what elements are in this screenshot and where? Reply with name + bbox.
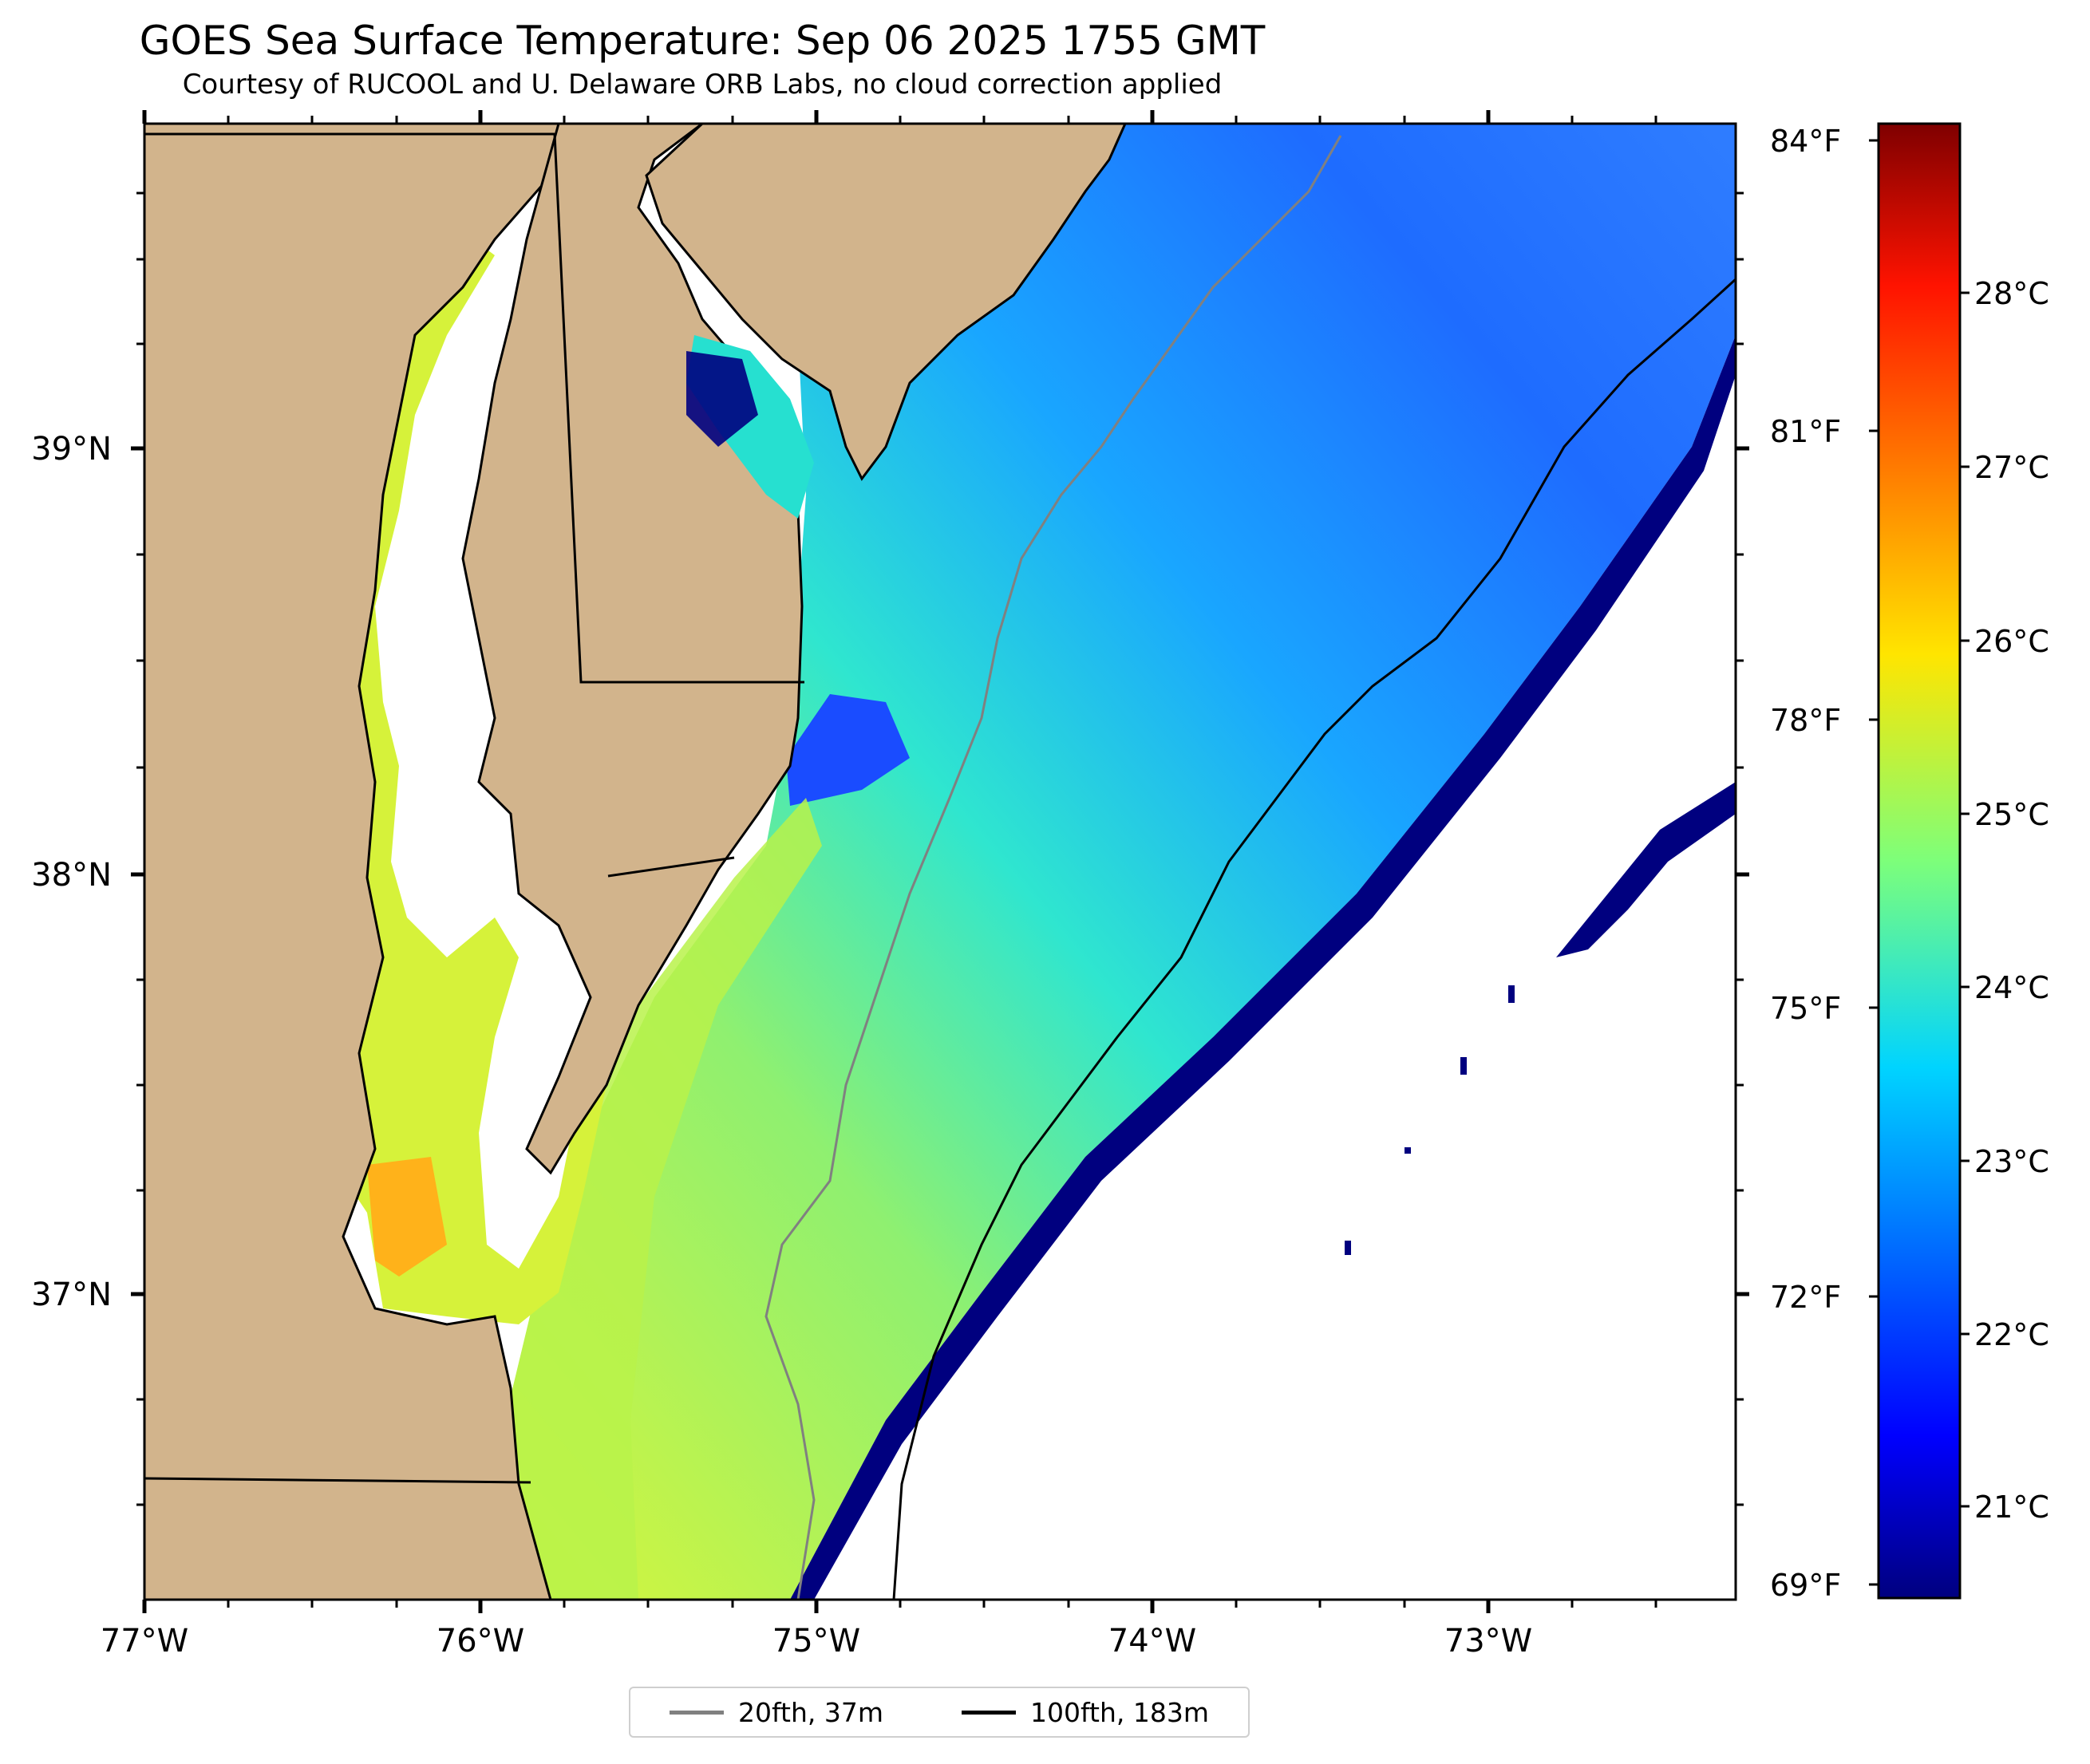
x-tick-label: 73°W <box>1444 1623 1532 1659</box>
isobath-100fth <box>892 278 1736 1600</box>
sst-field <box>511 124 1736 1600</box>
map-frame <box>143 122 1737 1601</box>
colorbar-c-label: 23°C <box>1974 1144 2049 1179</box>
colorbar <box>1877 122 1962 1600</box>
colorbar-c-ticks <box>1960 291 1969 1508</box>
y-minor-ticks <box>136 191 1744 1506</box>
y-tick-label: 39°N <box>31 431 112 468</box>
x-minor-ticks <box>227 116 1657 1608</box>
legend-label: 100fth, 183m <box>1030 1696 1209 1728</box>
state-boundary-de-md <box>553 133 804 684</box>
land-west <box>144 124 560 1600</box>
y-tick-label: 38°N <box>31 857 112 894</box>
legend-swatch-black <box>962 1710 1016 1715</box>
colorbar-c-label: 28°C <box>1974 276 2049 311</box>
map-panel <box>144 124 1736 1600</box>
legend-swatch-gray <box>670 1710 724 1715</box>
x-axis <box>142 110 1491 1613</box>
cloud-edge-speck <box>1345 1241 1351 1255</box>
colorbar-c-label: 24°C <box>1974 970 2049 1005</box>
state-boundary-va-nc <box>144 1477 531 1484</box>
cloud-edge-band <box>790 335 1736 1600</box>
y-tick-label: 37°N <box>31 1277 112 1313</box>
x-tick-label: 76°W <box>437 1623 524 1659</box>
colorbar-f-label: 75°F <box>1770 991 1841 1026</box>
colorbar-c-label: 21°C <box>1974 1490 2049 1525</box>
colorbar-c-label: 26°C <box>1974 624 2049 659</box>
isobath-legend: 20fth, 37m 100fth, 183m <box>629 1687 1250 1738</box>
y-axis <box>131 446 1749 1296</box>
x-tick-label: 75°W <box>772 1623 860 1659</box>
nearshore-warm <box>511 798 822 1600</box>
colorbar-f-ticks <box>1869 139 1879 1586</box>
isobath-20fth <box>764 135 1342 1600</box>
legend-label: 20fth, 37m <box>738 1696 883 1728</box>
colorbar-f-label: 81°F <box>1770 414 1841 449</box>
legend-item-100fth: 100fth, 183m <box>962 1697 1209 1728</box>
land-new-jersey <box>645 124 1127 481</box>
state-boundary-md-va <box>607 856 735 878</box>
chart-title: GOES Sea Surface Temperature: Sep 06 202… <box>139 18 1266 64</box>
colorbar-f-label: 78°F <box>1770 703 1841 738</box>
colorbar-c-label: 25°C <box>1974 797 2049 832</box>
delaware-bay-cool <box>686 351 758 447</box>
legend-item-20fth: 20fth, 37m <box>670 1697 883 1728</box>
x-tick-label: 74°W <box>1108 1623 1196 1659</box>
colorbar-c-label: 27°C <box>1974 450 2049 485</box>
bay-hot-spot <box>367 1157 447 1277</box>
colorbar-c-label: 22°C <box>1974 1317 2049 1352</box>
cloud-edge-patch <box>1556 782 1736 957</box>
x-tick-label: 77°W <box>101 1623 188 1659</box>
colorbar-f-label: 69°F <box>1770 1568 1841 1603</box>
cloud-edge-speck <box>1405 1147 1411 1154</box>
colorbar-f-label: 72°F <box>1770 1280 1841 1315</box>
cloud-edge-speck <box>1508 985 1515 1003</box>
chesapeake-bay <box>335 231 606 1324</box>
cloud-edge-speck <box>1460 1057 1467 1075</box>
cool-patch <box>786 694 910 806</box>
chart-subtitle: Courtesy of RUCOOL and U. Delaware ORB L… <box>182 69 1223 101</box>
colorbar-f-label: 84°F <box>1770 124 1841 159</box>
